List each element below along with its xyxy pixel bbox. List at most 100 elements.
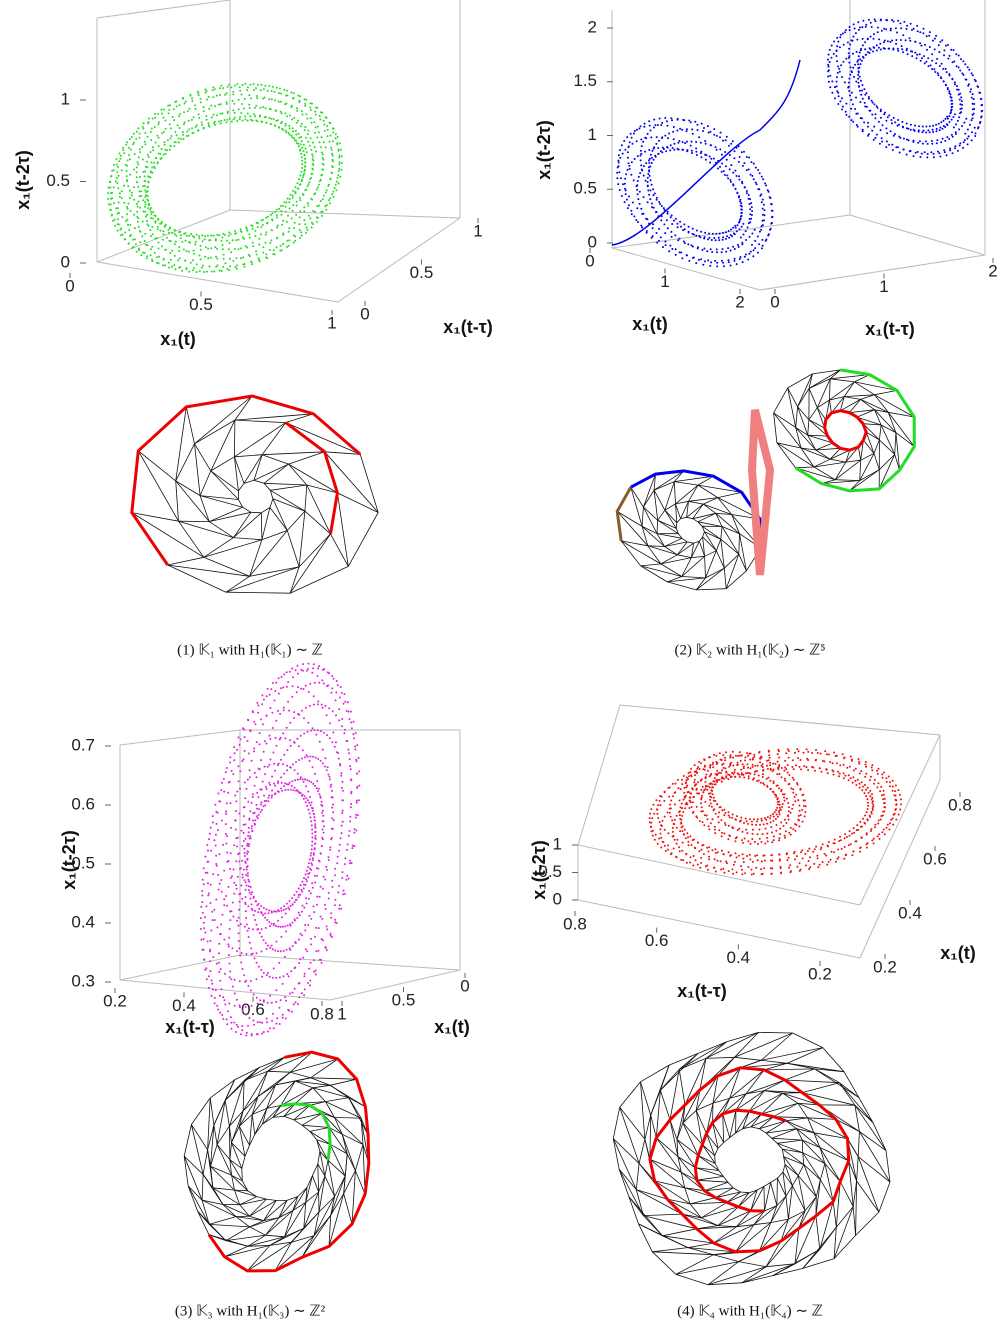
cloud-point (300, 136, 302, 138)
cloud-point (749, 213, 751, 215)
cloud-point (213, 271, 215, 273)
cloud-point (979, 121, 981, 123)
cloud-point (698, 259, 700, 261)
cloud-point (302, 670, 304, 672)
cloud-point (299, 778, 301, 780)
cloud-point (355, 817, 357, 819)
cloud-point (265, 107, 267, 109)
cloud-point (292, 204, 294, 206)
cloud-point (290, 106, 292, 108)
cloud-point (619, 189, 621, 191)
cloud-point (260, 759, 262, 761)
cloud-point (258, 257, 260, 259)
cloud-point (770, 815, 772, 817)
cloud-point (216, 234, 218, 236)
cloud-point (881, 773, 883, 775)
cloud-point (246, 89, 248, 91)
cloud-point (664, 241, 666, 243)
cloud-point (331, 153, 333, 155)
cloud-point (628, 165, 630, 167)
cloud-point (319, 141, 321, 143)
cloud-point (710, 144, 712, 146)
cloud-point (673, 835, 675, 837)
cloud-point (938, 44, 940, 46)
cloud-point (685, 837, 687, 839)
cloud-point (288, 1010, 290, 1012)
cloud-point (253, 750, 255, 752)
cloud-point (819, 767, 821, 769)
cloud-point (201, 234, 203, 236)
cloud-point (973, 103, 975, 105)
cloud-point (226, 240, 228, 242)
cloud-point (242, 968, 244, 970)
cloud-point (651, 157, 653, 159)
cloud-point (292, 195, 294, 197)
cloud-point (206, 99, 208, 101)
cloud-point (276, 217, 278, 219)
cloud-point (289, 198, 291, 200)
cloud-point (805, 865, 807, 867)
cloud-point (301, 881, 303, 883)
cloud-point (648, 169, 650, 171)
cloud-point (899, 137, 901, 139)
cloud-point (315, 974, 317, 976)
cloud-point (247, 740, 249, 742)
cloud-point (337, 684, 339, 686)
cloud-point (772, 791, 774, 793)
cloud-point (747, 259, 749, 261)
cloud-point (332, 797, 334, 799)
mesh-edge (774, 388, 788, 413)
cloud-point (291, 897, 293, 899)
cloud-point (756, 770, 758, 772)
cloud-point (143, 122, 145, 124)
cloud-point (848, 52, 850, 54)
cloud-point (748, 253, 750, 255)
cloud-point (307, 130, 309, 132)
mesh-edge (654, 490, 665, 510)
cloud-point (254, 910, 256, 912)
cloud-point (301, 891, 303, 893)
cloud-point (767, 768, 769, 770)
cloud-point (277, 710, 279, 712)
cloud-point (690, 774, 692, 776)
cloud-point (905, 39, 907, 41)
cloud-point (671, 852, 673, 854)
cloud-point (205, 115, 207, 117)
tick-label: 0 (585, 251, 594, 270)
cloud-point (271, 229, 273, 231)
cloud-point (340, 686, 342, 688)
cloud-point (139, 195, 141, 197)
cloud-point (739, 755, 741, 757)
cloud-point (730, 229, 732, 231)
cloud-point (219, 883, 221, 885)
cloud-point (701, 844, 703, 846)
cloud-point (866, 92, 868, 94)
cloud-point (234, 819, 236, 821)
cloud-point (108, 203, 110, 205)
cloud-point (139, 241, 141, 243)
cloud-point (331, 159, 333, 161)
cloud-point (752, 829, 754, 831)
cloud-point (759, 231, 761, 233)
cloud-point (771, 222, 773, 224)
cloud-point (158, 145, 160, 147)
cloud-point (704, 801, 706, 803)
cloud-point (911, 55, 913, 57)
cloud-point (773, 780, 775, 782)
cloud-point (732, 813, 734, 815)
cloud-point (136, 203, 138, 205)
cloud-point (188, 271, 190, 273)
cloud-point (667, 812, 669, 814)
cloud-point (256, 924, 258, 926)
cloud-point (833, 53, 835, 55)
cloud-point (749, 773, 751, 775)
cloud-point (721, 809, 723, 811)
cloud-point (206, 119, 208, 121)
cloud-point (207, 850, 209, 852)
cloud-point (183, 138, 185, 140)
cloud-point (291, 135, 293, 137)
cloud-point (246, 869, 248, 871)
cloud-point (239, 788, 241, 790)
cloud-point (871, 799, 873, 801)
cloud-point (835, 55, 837, 57)
